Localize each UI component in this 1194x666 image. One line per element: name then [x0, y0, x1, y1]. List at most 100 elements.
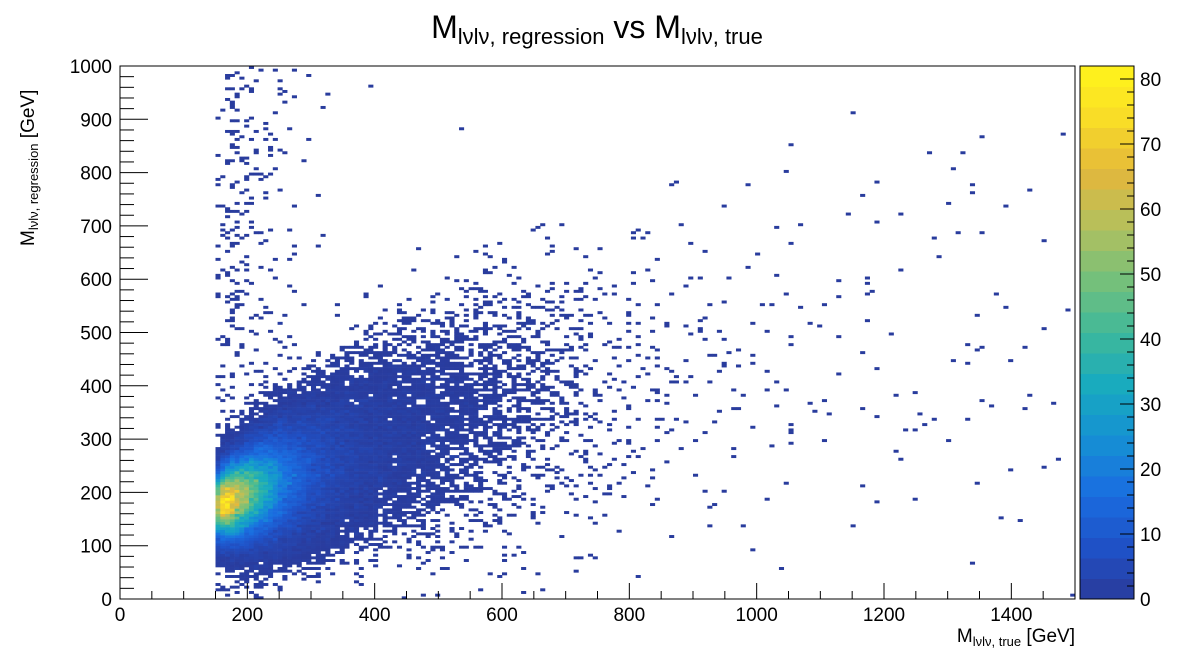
histogram-bin [396, 457, 403, 461]
histogram-bin [540, 305, 546, 309]
histogram-bin [425, 489, 431, 493]
histogram-bin [220, 457, 226, 461]
histogram-bin [535, 391, 541, 395]
histogram-bin [373, 460, 379, 464]
histogram-bin [234, 551, 240, 554]
histogram-bin [339, 519, 345, 523]
histogram-bin [573, 417, 579, 421]
histogram-bin [330, 516, 336, 520]
histogram-bin [459, 495, 465, 499]
histogram-bin [301, 553, 307, 557]
histogram-bin [435, 343, 441, 347]
histogram-bin [516, 375, 522, 379]
histogram-bin [363, 527, 369, 530]
histogram-bin [406, 401, 412, 405]
histogram-bin [353, 343, 360, 347]
histogram-bin [373, 479, 379, 483]
histogram-bin [377, 492, 383, 496]
histogram-bin [287, 401, 293, 405]
histogram-bin [277, 79, 283, 83]
histogram-bin [559, 348, 565, 352]
histogram-bin [272, 447, 278, 451]
histogram-bin [578, 297, 584, 301]
histogram-bin [234, 532, 240, 536]
histogram-bin [330, 505, 336, 509]
histogram-bin [368, 521, 374, 525]
histogram-bin [263, 481, 269, 485]
histogram-bin [860, 484, 866, 488]
histogram-bin [683, 284, 689, 288]
histogram-bin [406, 455, 412, 459]
histogram-bin [459, 393, 465, 397]
histogram-bin [353, 409, 360, 413]
histogram-bin [282, 484, 288, 488]
histogram-bin [435, 361, 441, 365]
histogram-bin [454, 489, 460, 493]
histogram-bin [368, 425, 374, 429]
histogram-bin [511, 444, 517, 448]
histogram-bin [325, 473, 331, 477]
histogram-bin [502, 441, 508, 445]
histogram-bin [382, 545, 388, 549]
histogram-bin [229, 375, 235, 379]
histogram-bin [282, 567, 288, 570]
histogram-bin [540, 385, 546, 389]
histogram-bin [253, 399, 259, 403]
histogram-bin [969, 183, 976, 187]
histogram-bin [301, 529, 307, 533]
histogram-bin [382, 521, 388, 525]
histogram-bin [282, 508, 288, 512]
histogram-bin [311, 508, 317, 512]
histogram-bin [377, 423, 383, 427]
histogram-bin [330, 423, 336, 427]
histogram-bin [587, 553, 594, 557]
histogram-bin [864, 292, 870, 296]
histogram-bin [506, 444, 512, 448]
histogram-bin [282, 417, 288, 421]
histogram-bin [449, 316, 455, 320]
histogram-bin [291, 505, 297, 509]
histogram-bin [487, 353, 493, 357]
histogram-bin [248, 401, 255, 405]
histogram-bin [478, 343, 484, 347]
histogram-bin [268, 457, 274, 461]
histogram-bin [229, 228, 235, 232]
histogram-bin [253, 540, 259, 544]
histogram-bin [459, 503, 465, 507]
histogram-bin [301, 412, 307, 416]
histogram-bin [463, 484, 469, 488]
histogram-bin [473, 463, 479, 467]
histogram-bin [253, 455, 259, 459]
histogram-bin [439, 447, 446, 451]
histogram-bin [334, 431, 340, 435]
histogram-bin [239, 87, 245, 91]
histogram-bin [420, 364, 426, 368]
histogram-bin [296, 527, 302, 530]
histogram-bin [396, 524, 403, 528]
histogram-bin [1022, 345, 1028, 349]
histogram-bin [673, 380, 679, 384]
histogram-bin [444, 457, 450, 461]
histogram-bin [430, 332, 436, 336]
histogram-bin [392, 460, 398, 464]
histogram-bin [931, 236, 937, 240]
histogram-bin [425, 428, 431, 432]
histogram-bin [1008, 468, 1014, 472]
histogram-bin [363, 495, 369, 499]
chart-title: Mlνlν, regression vs Mlνlν, true [431, 9, 763, 49]
histogram-bin [363, 407, 369, 411]
histogram-bin [444, 383, 450, 387]
histogram-bin [263, 540, 269, 544]
histogram-bin [392, 508, 398, 512]
histogram-bin [564, 383, 570, 387]
histogram-bin [430, 441, 436, 445]
histogram-bin [315, 511, 321, 515]
histogram-bin [253, 444, 259, 448]
histogram-bin [497, 327, 503, 331]
histogram-bin [459, 399, 465, 403]
histogram-bin [468, 396, 474, 400]
histogram-bin [516, 484, 522, 488]
histogram-bin [468, 383, 474, 387]
histogram-bin [330, 527, 336, 530]
histogram-bin [225, 551, 231, 554]
